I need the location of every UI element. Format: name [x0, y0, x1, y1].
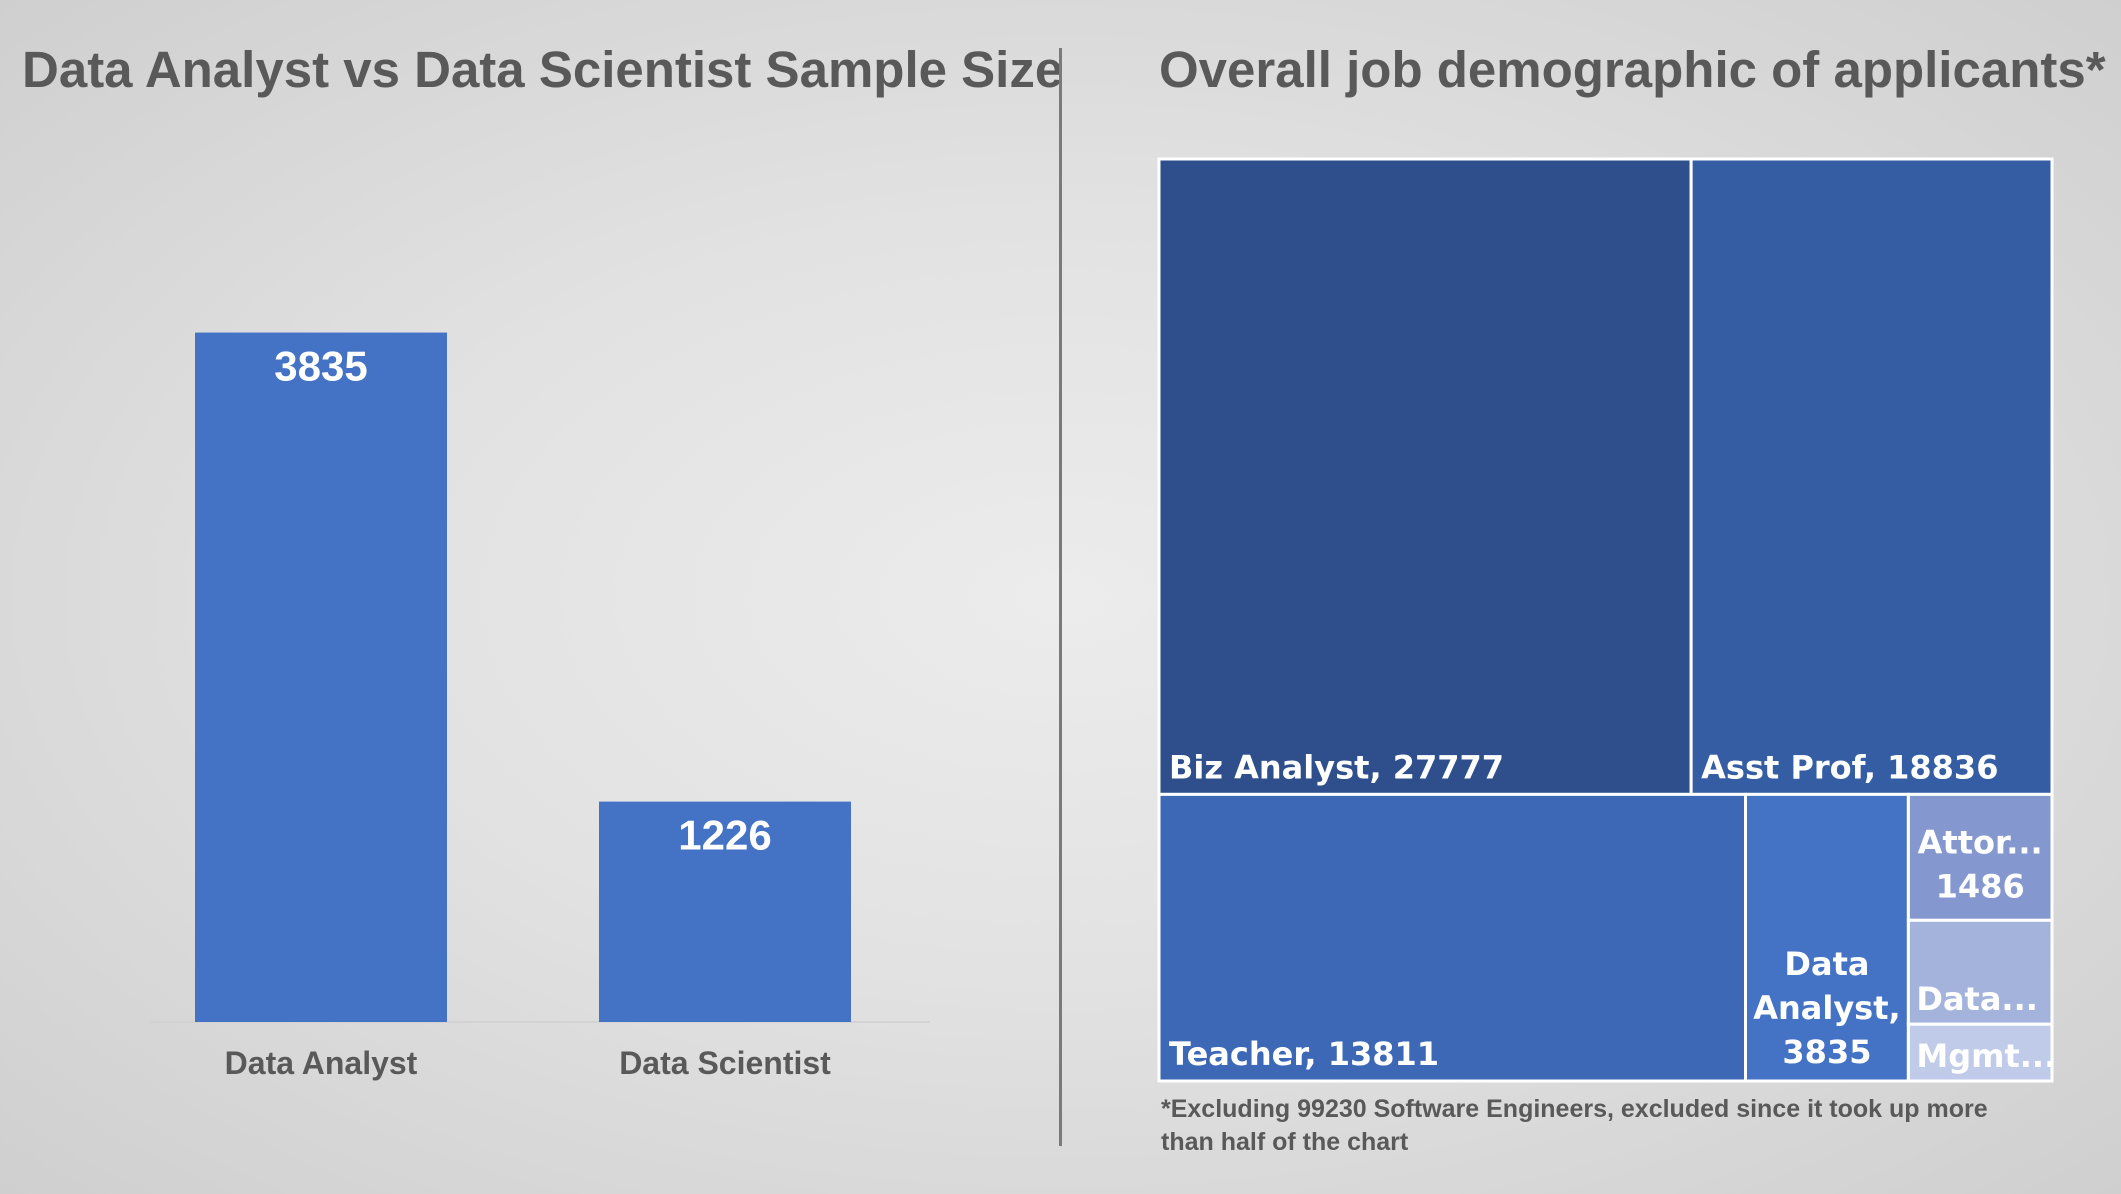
bar-data-label: 3835	[274, 343, 367, 390]
treemap-footnote: *Excluding 99230 Software Engineers, exc…	[1161, 1095, 1988, 1156]
treemap-label: Asst Prof, 18836	[1701, 748, 1998, 786]
treemap-label: Data	[1784, 945, 1869, 983]
treemap-title: Overall job demographic of applicants*	[1159, 41, 2106, 98]
treemap-label: Attor...	[1918, 823, 2043, 861]
bar	[599, 801, 851, 1022]
treemap-tile	[1906, 1022, 2054, 1083]
treemap-label: Analyst,	[1753, 989, 1900, 1027]
panel-divider	[1059, 48, 1062, 1146]
treemap-tile	[1906, 792, 2054, 922]
treemap-label: Biz Analyst, 27777	[1169, 748, 1504, 786]
treemap-label: 1486	[1936, 867, 2025, 905]
bar-data-label: 1226	[678, 812, 771, 859]
bar	[195, 332, 447, 1022]
treemap-label: Teacher, 13811	[1169, 1035, 1439, 1073]
treemap-tile	[1689, 157, 2054, 796]
bar-chart: 3835 Data Analyst 1226 Data Scientist	[150, 332, 930, 1081]
treemap-tile	[1906, 918, 2054, 1026]
category-label: Data Scientist	[619, 1045, 831, 1081]
treemap-label: 3835	[1782, 1033, 1871, 1071]
treemap-tile	[1157, 157, 1693, 796]
treemap-chart: Biz Analyst, 27777 Asst Prof, 18836 Teache…	[1157, 157, 2056, 1083]
bar-chart-title: Data Analyst vs Data Scientist Sample Si…	[22, 41, 1064, 98]
treemap-label: Mgmt...	[1916, 1037, 2056, 1075]
category-label: Data Analyst	[225, 1045, 418, 1081]
treemap-label: Data...	[1916, 980, 2038, 1018]
